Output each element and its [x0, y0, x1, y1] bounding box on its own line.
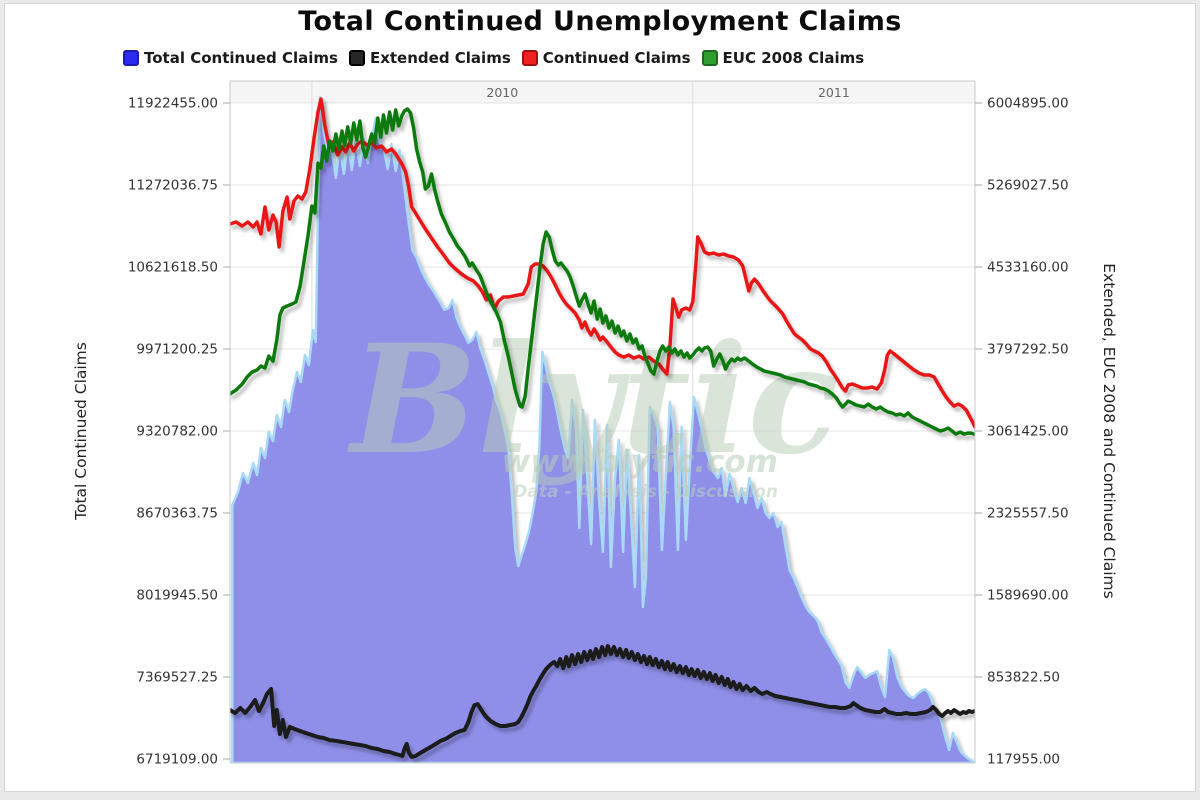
series-continued-claims-line [230, 97, 975, 429]
legend-label: EUC 2008 Claims [722, 49, 865, 67]
legend-swatch-euc-2008-claims [701, 50, 718, 66]
plot-border [229, 80, 976, 764]
left-axis-tick-label: 9971200.25 [136, 342, 218, 358]
area-series-group [231, 95, 975, 763]
chart-lines-and-labels-layer: 11922455.00 11272036.75 10621618.50 9971200… [72, 80, 1118, 768]
series-extended-claims-line [230, 644, 975, 759]
left-axis-tick-label: 7369527.25 [136, 670, 218, 686]
legend-item-continued-claims: Continued Claims [521, 49, 691, 67]
chart-title: Total Continued Unemployment Claims [298, 6, 902, 37]
line-series-group [230, 97, 975, 759]
watermark-url: www.blytic.com [502, 444, 778, 480]
right-axis-tick-label: 853822.50 [987, 670, 1060, 686]
chart-grid-and-area-layer [230, 81, 975, 763]
right-axis-tick-label: 3797292.50 [987, 342, 1069, 358]
legend-item-euc-2008-claims: EUC 2008 Claims [701, 49, 865, 67]
left-axis-title: Total Continued Claims [72, 342, 90, 521]
right-axis-title: Extended, EUC 2008 and Continued Claims [1100, 263, 1118, 598]
legend-swatch-continued-claims [521, 50, 538, 66]
right-axis-tick-label: 117955.00 [987, 752, 1060, 768]
legend-swatch-extended-claims [348, 50, 365, 66]
left-axis-tick-label: 11922455.00 [128, 96, 218, 112]
left-axis-tick-label: 8019945.50 [136, 588, 218, 604]
legend-item-total-continued-claims: Total Continued Claims [123, 49, 338, 67]
left-axis-tick-label: 10621618.50 [128, 260, 218, 276]
legend-label: Continued Claims [542, 49, 691, 67]
year-label-2011: 2011 [818, 85, 850, 100]
series-total-continued-claims-area [231, 95, 975, 763]
year-band [230, 81, 975, 103]
right-axis-tick-label: 1589690.00 [987, 588, 1069, 604]
series-euc-2008-claims-line [230, 107, 975, 436]
legend-label: Extended Claims [369, 49, 511, 67]
watermark-brand: Blytic [347, 312, 840, 488]
left-axis-tick-label: 6719109.00 [136, 752, 218, 768]
legend-swatch-total-continued-claims [123, 50, 139, 66]
right-axis-tick-label: 6004895.00 [987, 96, 1069, 112]
watermark-tagline: Data - Analysis - Discussion [513, 482, 778, 502]
right-axis-tick-label: 5269027.50 [987, 178, 1069, 194]
left-axis-tick-label: 8670363.75 [136, 506, 218, 522]
year-label-2010: 2010 [486, 85, 518, 100]
right-axis-tick-label: 2325557.50 [987, 506, 1069, 522]
legend-item-extended-claims: Extended Claims [348, 49, 511, 67]
right-axis-tick-label: 4533160.00 [987, 260, 1069, 276]
legend-label: Total Continued Claims [144, 49, 338, 67]
right-axis-tick-label: 3061425.00 [987, 424, 1069, 440]
chart-legend: Total Continued Claims Extended Claims Con… [123, 49, 864, 67]
left-axis-tick-label: 9320782.00 [136, 424, 218, 440]
left-axis-tick-label: 11272036.75 [128, 178, 218, 194]
